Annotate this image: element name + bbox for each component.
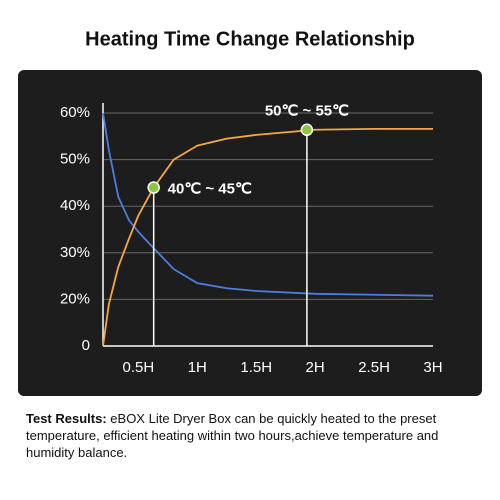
y-tick-label: 40% [60, 197, 90, 214]
plot-panel [18, 70, 482, 396]
line-series [102, 127, 433, 347]
y-tick-label: 30% [60, 244, 90, 261]
x-tick-label: 2.5H [358, 359, 390, 376]
footer-bold: Test Results: [26, 411, 107, 426]
footer-body: eBOX Lite Dryer Box can be quickly heate… [26, 411, 439, 460]
y-tick-label: 0 [82, 337, 90, 354]
annotation-label: 40℃ ~ 45℃ [168, 181, 252, 198]
x-tick-label: 3H [423, 359, 442, 376]
footer: Test Results: eBOX Lite Dryer Box can be… [26, 410, 486, 461]
annotation-label: 50℃ ~ 55℃ [265, 103, 349, 120]
y-tick-label: 50% [60, 151, 90, 168]
marker-dot [147, 181, 160, 194]
y-tick-label: 20% [60, 290, 90, 307]
chart-title: Heating Time Change Relationship [85, 28, 415, 50]
line-series [102, 112, 434, 297]
x-tick-label: 2H [306, 359, 325, 376]
chart: Heating Time Change Relationship 0 20% 30%… [18, 28, 482, 396]
marker-dot [300, 123, 314, 137]
x-tick-label: 0.5H [123, 359, 155, 376]
x-tick-label: 1H [188, 359, 207, 376]
x-tick-label: 1.5H [240, 359, 272, 376]
y-tick-label: 60% [60, 104, 90, 121]
